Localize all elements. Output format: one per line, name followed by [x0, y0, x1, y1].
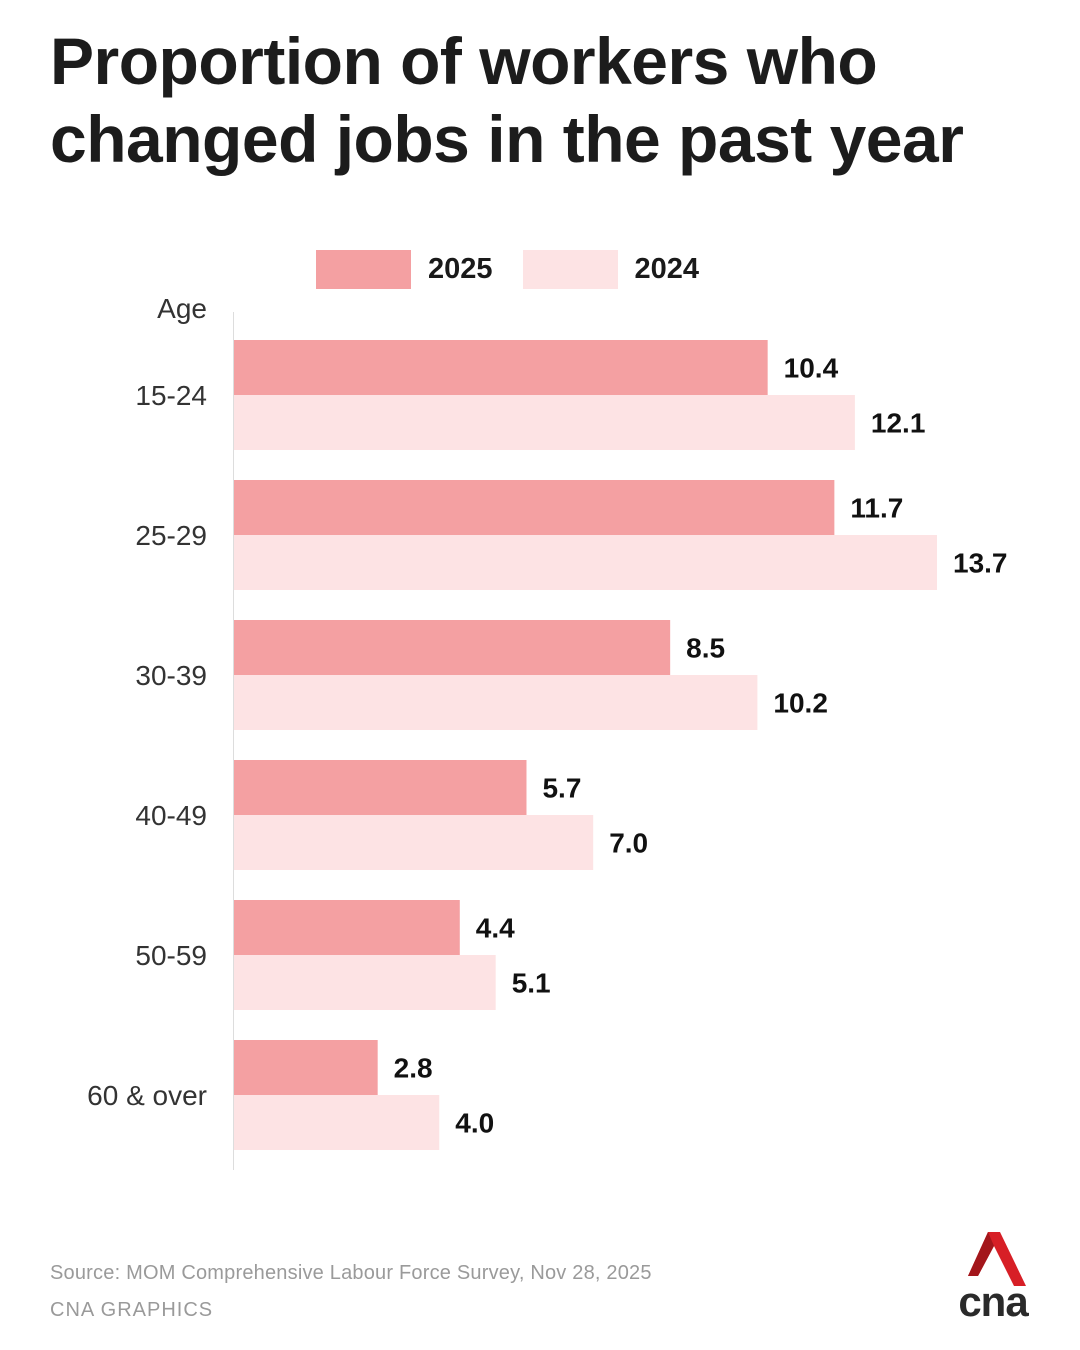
category-label: 25-29 [135, 520, 207, 551]
legend-item-2024: 2024 [522, 250, 700, 289]
data-label-2025: 2.8 [394, 1053, 433, 1084]
bar-2024 [234, 1095, 440, 1150]
data-label-2025: 4.4 [476, 913, 515, 944]
legend: 2025 2024 [316, 250, 729, 289]
chart-title-line-2: changed jobs in the past year [50, 102, 964, 176]
source-note: Source: MOM Comprehensive Labour Force S… [50, 1262, 652, 1284]
y-axis-title: Age [157, 293, 207, 324]
data-label-2024: 10.2 [773, 688, 828, 719]
bar-2024 [234, 395, 855, 450]
data-label-2025: 8.5 [686, 633, 725, 664]
category-label: 40-49 [135, 800, 207, 831]
data-label-2025: 10.4 [784, 353, 839, 384]
legend-swatch-2025 [316, 250, 411, 289]
bar-2025 [234, 1040, 378, 1095]
category-label: 15-24 [135, 380, 207, 411]
bar-2024 [234, 535, 937, 590]
data-label-2025: 5.7 [542, 773, 581, 804]
bars-group: 15-24 10.4 12.1 25-29 11.7 13.7 30-39 8.5 10.2 40… [87, 340, 1008, 1150]
data-label-2025: 11.7 [850, 493, 903, 524]
credit-note: CNA GRAPHICS [50, 1299, 214, 1321]
data-label-2024: 7.0 [609, 828, 648, 859]
category-label: 60 & over [87, 1080, 207, 1111]
cna-logo: cna [950, 1228, 1036, 1328]
category-label: 50-59 [135, 940, 207, 971]
data-label-2024: 4.0 [455, 1108, 494, 1139]
bar-2025 [234, 760, 527, 815]
chart-title: Proportion of workers who changed jobs i… [50, 22, 1050, 178]
category-label: 30-39 [135, 660, 207, 691]
data-label-2024: 5.1 [512, 968, 551, 999]
bar-2024 [234, 955, 496, 1010]
cna-logo-text: cna [958, 1278, 1028, 1325]
cna-logo-mark-icon [968, 1232, 1026, 1286]
bar-2025 [234, 620, 671, 675]
legend-item-2025: 2025 [316, 250, 493, 289]
bar-2024 [234, 815, 594, 870]
bar-2025 [234, 340, 768, 395]
data-label-2024: 13.7 [953, 548, 1008, 579]
legend-swatch-2024 [522, 250, 618, 289]
bar-2024 [234, 675, 758, 730]
legend-label-2025: 2025 [428, 253, 493, 285]
chart-title-line-1: Proportion of workers who [50, 24, 878, 98]
bar-2025 [234, 900, 460, 955]
bar-2025 [234, 480, 835, 535]
data-label-2024: 12.1 [871, 408, 926, 439]
legend-label-2024: 2024 [634, 253, 700, 285]
